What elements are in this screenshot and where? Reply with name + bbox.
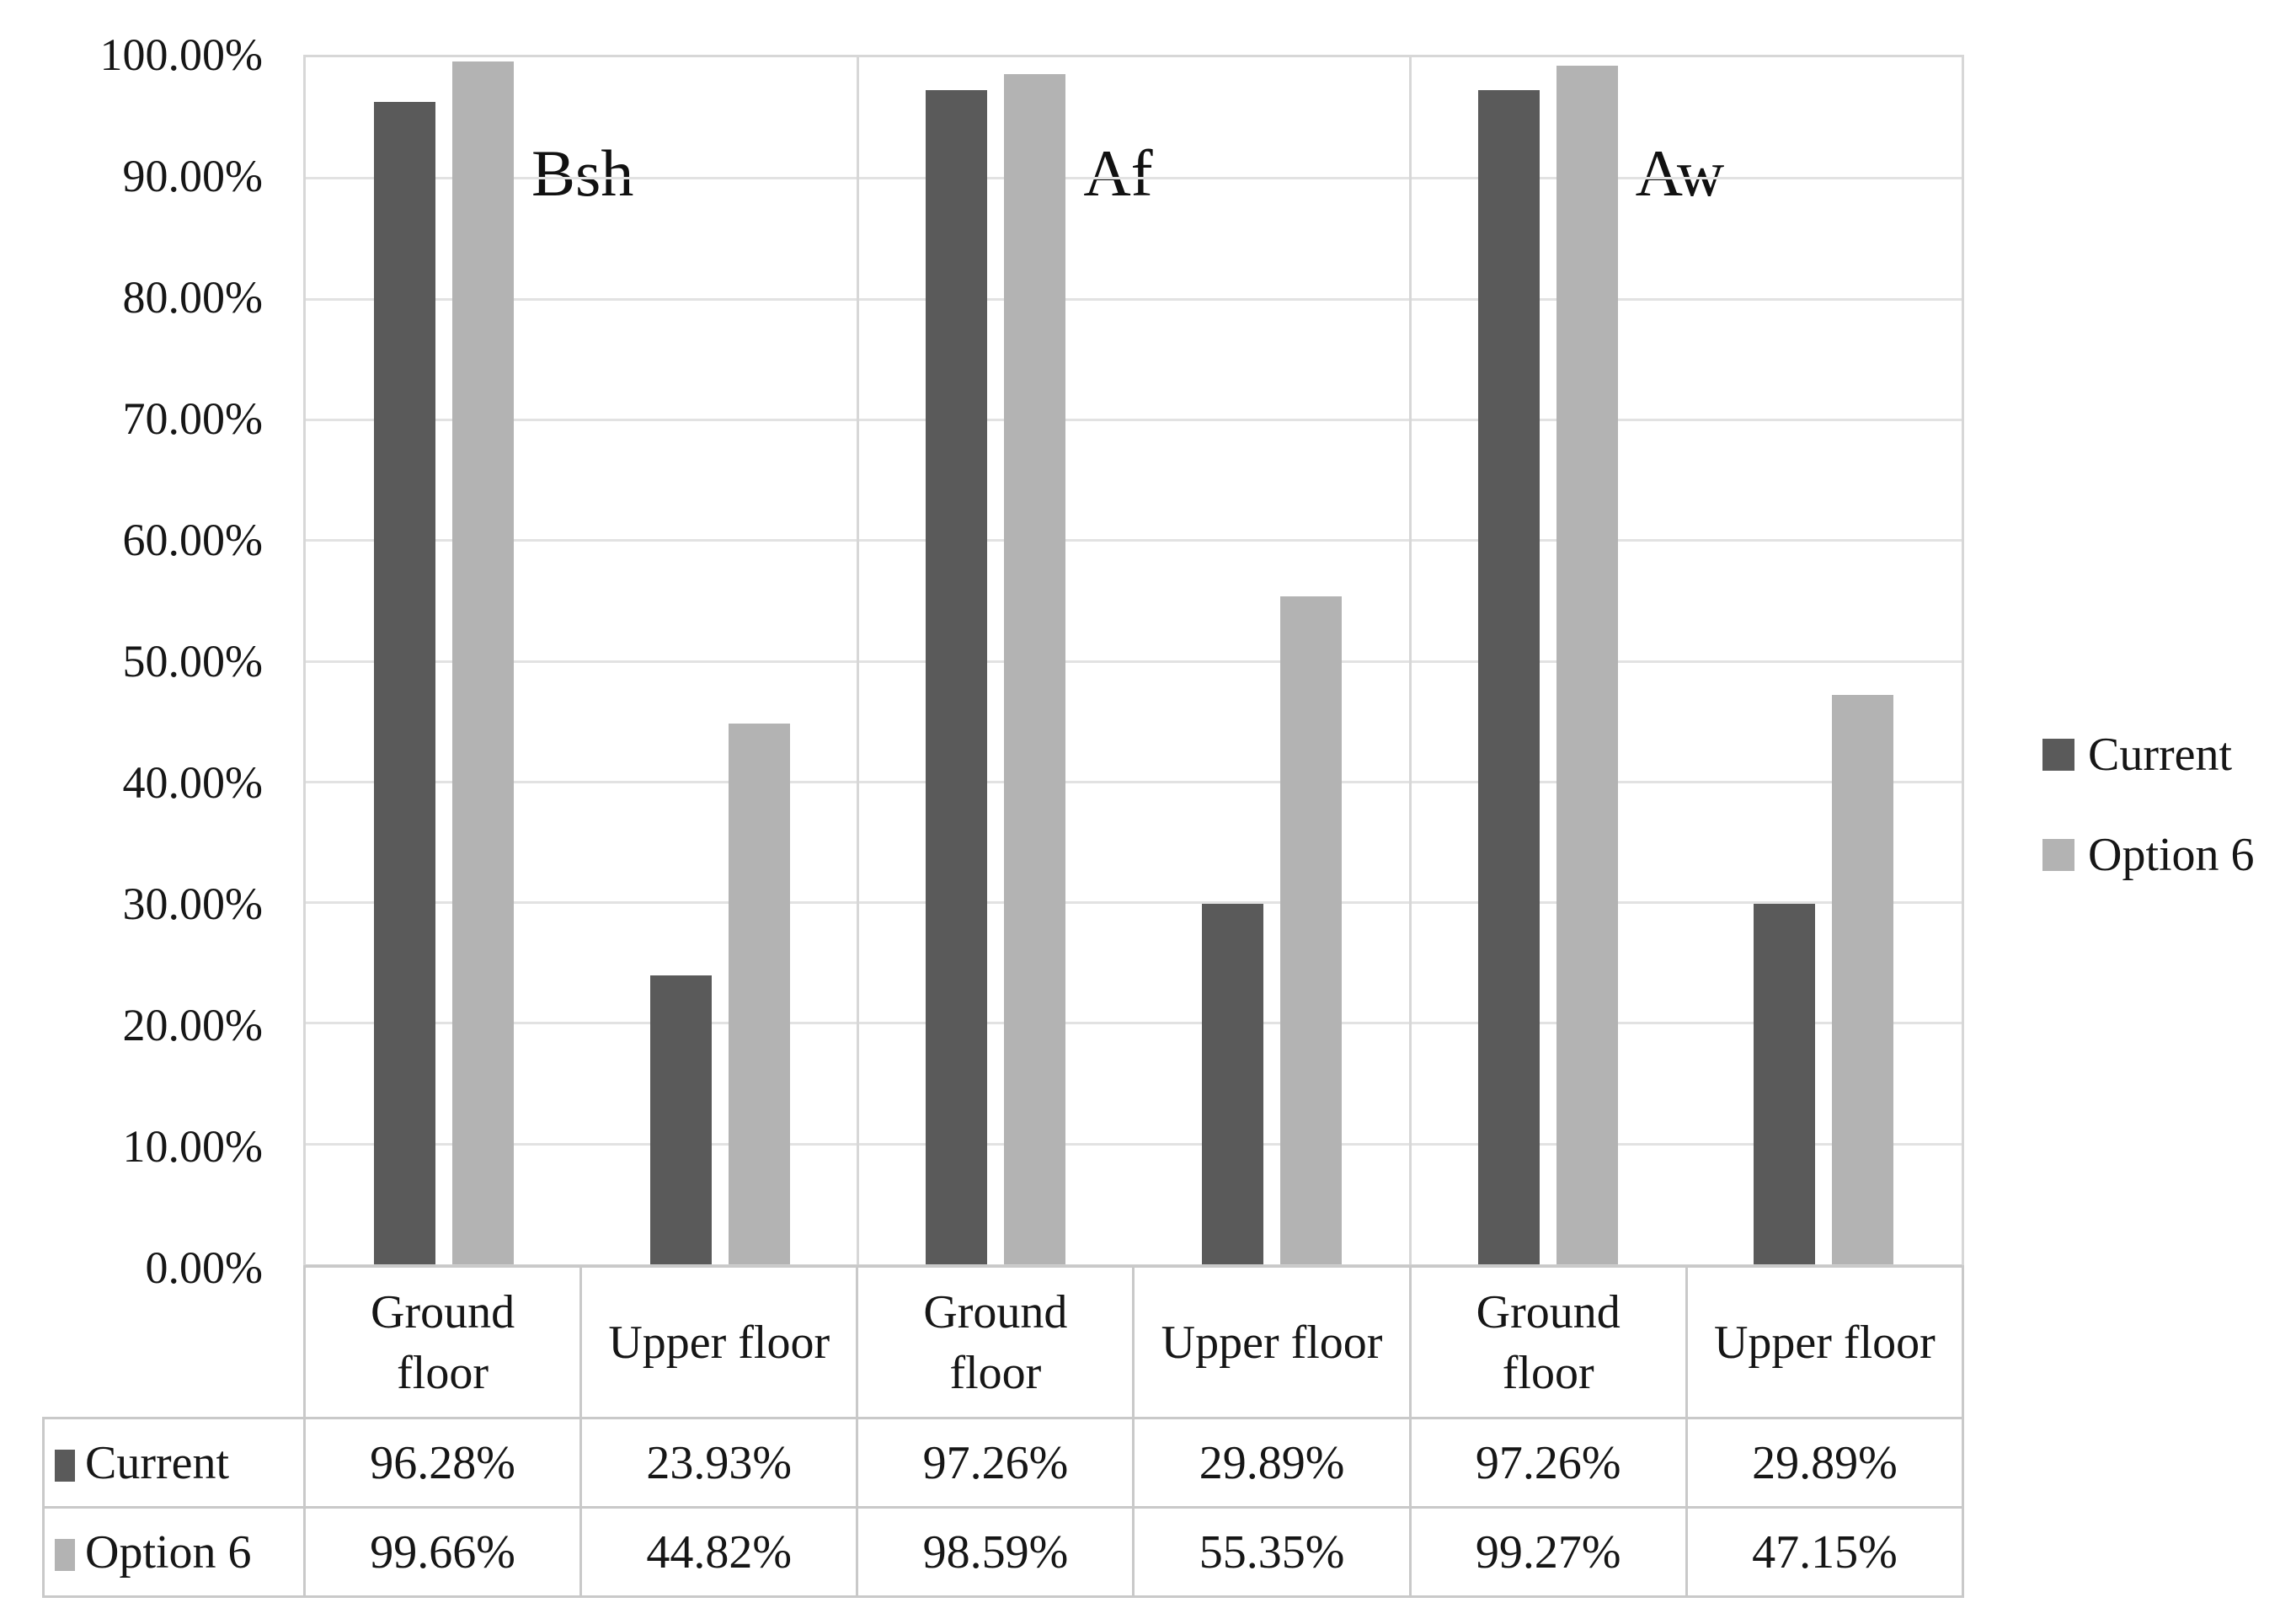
table-header-ground-floor: Ground floor	[1408, 1265, 1688, 1419]
table-value-current-af-upper-floor: 29.89%	[1132, 1417, 1412, 1509]
y-axis-tick-label: 80.00%	[122, 272, 263, 323]
y-axis-tick-label: 20.00%	[122, 1000, 263, 1050]
gridline	[306, 539, 1962, 542]
table-header-upper-floor: Upper floor	[1132, 1265, 1412, 1419]
y-axis-tick-label: 100.00%	[99, 29, 263, 80]
bar-bsh-ground-floor-current	[373, 102, 435, 1264]
gridline	[306, 1142, 1962, 1146]
bar-af-upper-floor-current	[1201, 903, 1263, 1264]
y-axis-tick-label: 30.00%	[122, 879, 263, 929]
y-axis-tick-label: 70.00%	[122, 393, 263, 444]
table-value-option-6-aw-upper-floor: 47.15%	[1685, 1506, 1965, 1598]
table-row-header-option-6: Option 6	[42, 1506, 306, 1598]
bar-af-ground-floor-current	[926, 90, 988, 1264]
table-value-current-aw-upper-floor: 29.89%	[1685, 1417, 1965, 1509]
table-row-header-current: Current	[42, 1417, 306, 1509]
bar-aw-upper-floor-option-6	[1832, 695, 1894, 1264]
bar-bsh-ground-floor-option-6	[451, 61, 514, 1264]
group-label-aw: Aw	[1635, 136, 1725, 210]
gridline	[306, 297, 1962, 301]
gridline	[306, 901, 1962, 905]
gridline	[306, 660, 1962, 663]
table-legend-key-current	[55, 1449, 75, 1482]
table-corner-blank	[44, 1267, 305, 1418]
gridline	[306, 418, 1962, 421]
y-axis-tick-label: 50.00%	[122, 636, 263, 686]
legend-label-option-6: Option 6	[2088, 829, 2255, 881]
table-value-option-6-aw-ground-floor: 99.27%	[1408, 1506, 1688, 1598]
table-value-option-6-af-ground-floor: 98.59%	[856, 1506, 1135, 1598]
gridline	[306, 177, 1962, 180]
table-row-option-6: Option 6 99.66% 44.82% 98.59% 55.35% 99.27% 47…	[42, 1506, 1965, 1598]
chart-legend: Current Option 6	[2042, 729, 2255, 930]
table-value-option-6-bsh-ground-floor: 99.66%	[302, 1506, 583, 1598]
table-value-option-6-af-upper-floor: 55.35%	[1132, 1506, 1412, 1598]
bar-aw-ground-floor-current	[1477, 90, 1540, 1264]
y-axis-tick-label: 60.00%	[122, 515, 263, 565]
table-legend-key-option-6	[55, 1538, 75, 1571]
plot-area: Bsh Af Aw	[303, 55, 1964, 1268]
gridline	[306, 780, 1962, 783]
bar-bsh-upper-floor-current	[649, 975, 712, 1264]
bar-af-upper-floor-option-6	[1279, 596, 1342, 1264]
table-value-current-af-ground-floor: 97.26%	[856, 1417, 1135, 1509]
group-label-af: Af	[1083, 136, 1153, 210]
table-value-current-bsh-upper-floor: 23.93%	[579, 1417, 859, 1509]
legend-label-current: Current	[2088, 729, 2233, 781]
table-header-upper-floor: Upper floor	[579, 1265, 859, 1419]
table-row-label-option-6: Option 6	[85, 1525, 252, 1579]
bar-aw-ground-floor-option-6	[1556, 66, 1618, 1264]
gridline	[306, 1022, 1962, 1025]
panel-divider	[1408, 57, 1412, 1264]
legend-swatch-option-6	[2042, 839, 2074, 871]
bar-bsh-upper-floor-option-6	[728, 723, 790, 1264]
y-axis: 100.00% 90.00% 80.00% 70.00% 60.00% 50.00% 40.…	[0, 0, 263, 1608]
y-axis-tick-label: 0.00%	[145, 1242, 263, 1293]
table-header-ground-floor: Ground floor	[856, 1265, 1135, 1419]
table-value-option-6-bsh-upper-floor: 44.82%	[579, 1506, 859, 1598]
panel-divider	[857, 57, 860, 1264]
legend-entry-option-6: Option 6	[2042, 830, 2255, 880]
table-header-ground-floor: Ground floor	[302, 1265, 583, 1419]
group-label-bsh: Bsh	[531, 136, 634, 210]
legend-swatch-current	[2042, 739, 2074, 771]
y-axis-tick-label: 10.00%	[122, 1121, 263, 1172]
y-axis-tick-label: 40.00%	[122, 757, 263, 808]
table-header-upper-floor: Upper floor	[1685, 1265, 1965, 1419]
table-row-current: Current 96.28% 23.93% 97.26% 29.89% 97.26% 29.…	[42, 1417, 1965, 1509]
chart-data-table: Ground floor Upper floor Ground floor Upper…	[42, 1265, 1965, 1598]
table-value-current-aw-ground-floor: 97.26%	[1408, 1417, 1688, 1509]
bar-af-ground-floor-option-6	[1004, 74, 1066, 1264]
y-axis-tick-label: 90.00%	[122, 151, 263, 201]
legend-entry-current: Current	[2042, 729, 2255, 780]
table-value-current-bsh-ground-floor: 96.28%	[302, 1417, 583, 1509]
bar-aw-upper-floor-current	[1754, 903, 1816, 1264]
table-row-label-current: Current	[85, 1436, 230, 1489]
